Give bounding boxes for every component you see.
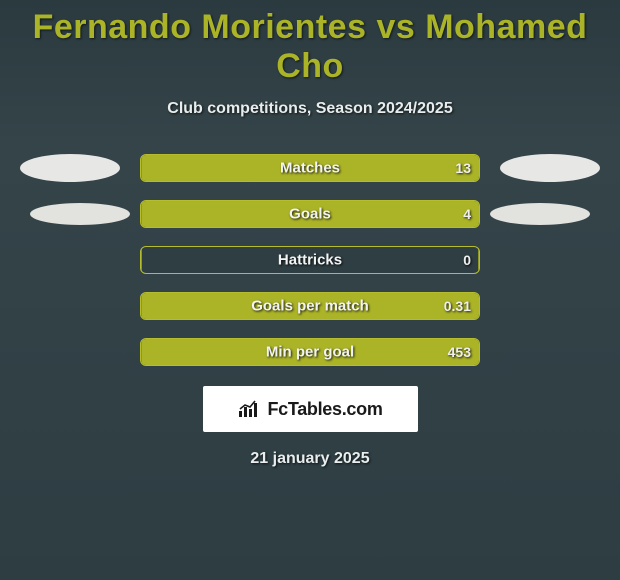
stat-row: Hattricks 0	[10, 246, 610, 274]
bar-right	[478, 247, 479, 273]
bar-track: Hattricks 0	[140, 246, 480, 274]
stat-label: Min per goal	[266, 344, 354, 361]
brand-text: FcTables.com	[267, 399, 382, 420]
player-right-oval	[500, 154, 600, 182]
stat-value-right: 453	[448, 344, 471, 360]
subtitle: Club competitions, Season 2024/2025	[0, 100, 620, 118]
bar-track: Goals per match 0.31	[140, 292, 480, 320]
stat-label: Matches	[280, 160, 340, 177]
stat-value-right: 13	[455, 160, 471, 176]
stat-label: Hattricks	[278, 252, 342, 269]
bar-left	[141, 247, 142, 273]
stats-area: Matches 13 Goals 4 Hattricks 0	[0, 154, 620, 366]
date-line: 21 january 2025	[0, 450, 620, 468]
comparison-infographic: Fernando Morientes vs Mohamed Cho Club c…	[0, 0, 620, 580]
stat-row: Goals per match 0.31	[10, 292, 610, 320]
stat-row: Matches 13	[10, 154, 610, 182]
bar-track: Goals 4	[140, 200, 480, 228]
stat-value-right: 0	[463, 252, 471, 268]
bar-track: Min per goal 453	[140, 338, 480, 366]
page-title: Fernando Morientes vs Mohamed Cho	[0, 0, 620, 86]
player-left-oval	[30, 203, 130, 225]
chart-icon	[237, 399, 261, 419]
brand-box: FcTables.com	[203, 386, 418, 432]
stat-value-right: 0.31	[444, 298, 471, 314]
player-right-oval	[490, 203, 590, 225]
player-left-oval	[20, 154, 120, 182]
stat-value-right: 4	[463, 206, 471, 222]
stat-row: Goals 4	[10, 200, 610, 228]
stat-row: Min per goal 453	[10, 338, 610, 366]
bar-track: Matches 13	[140, 154, 480, 182]
stat-label: Goals per match	[251, 298, 369, 315]
stat-label: Goals	[289, 206, 331, 223]
